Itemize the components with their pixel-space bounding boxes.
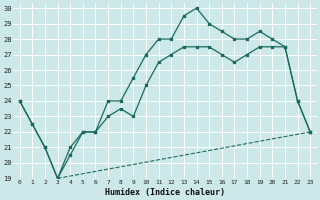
X-axis label: Humidex (Indice chaleur): Humidex (Indice chaleur) xyxy=(105,188,225,197)
